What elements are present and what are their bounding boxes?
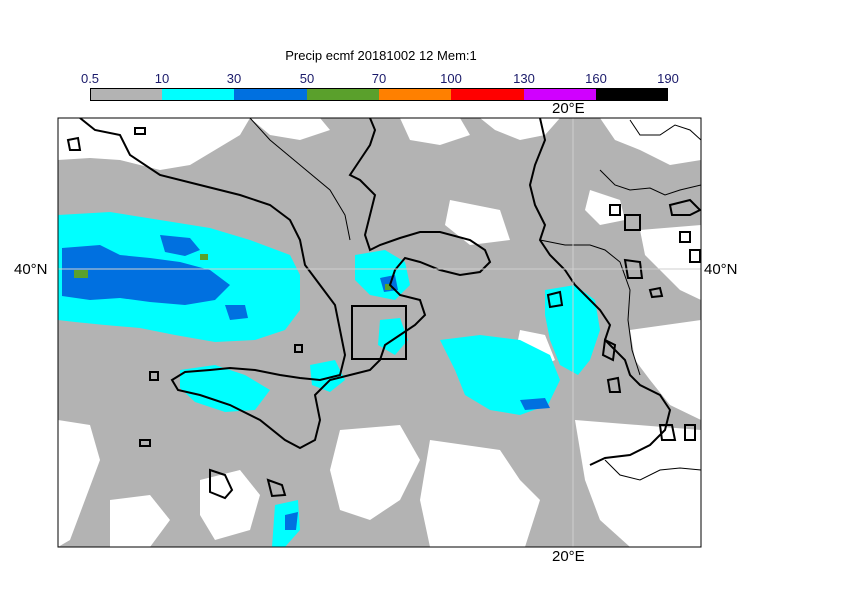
legend-label-0: 0.5 xyxy=(80,71,100,86)
legend-label-5: 100 xyxy=(440,71,462,86)
legend-label-8: 190 xyxy=(657,71,679,86)
legend-label-4: 70 xyxy=(371,71,387,86)
no-precip-areas xyxy=(58,118,701,547)
lon-label-top: 20°E xyxy=(552,100,585,117)
legend-swatch-2 xyxy=(234,88,307,101)
map-frame xyxy=(57,117,702,548)
chart-title: Precip ecmf 20181002 12 Mem:1 xyxy=(285,48,477,63)
legend-frame xyxy=(90,88,668,101)
graticule xyxy=(58,118,701,547)
coastlines xyxy=(66,118,701,500)
legend-label-2: 30 xyxy=(226,71,242,86)
legend-swatch-1 xyxy=(162,88,234,101)
area-of-interest-box xyxy=(351,305,407,360)
legend-swatch-7 xyxy=(596,88,668,101)
legend-swatch-5 xyxy=(451,88,524,101)
legend-swatch-4 xyxy=(379,88,451,101)
legend-label-3: 50 xyxy=(299,71,315,86)
legend-swatch-3 xyxy=(307,88,379,101)
lat-label-right: 40°N xyxy=(704,261,738,278)
legend-swatch-6 xyxy=(524,88,596,101)
legend-label-7: 160 xyxy=(585,71,607,86)
precip-30-50 xyxy=(62,235,550,530)
legend-label-1: 10 xyxy=(154,71,170,86)
precip-50-70 xyxy=(74,254,391,290)
lon-label-bottom: 20°E xyxy=(552,548,585,565)
legend-swatch-0 xyxy=(90,88,162,101)
legend-label-6: 130 xyxy=(513,71,535,86)
lat-label-left: 40°N xyxy=(14,261,48,278)
